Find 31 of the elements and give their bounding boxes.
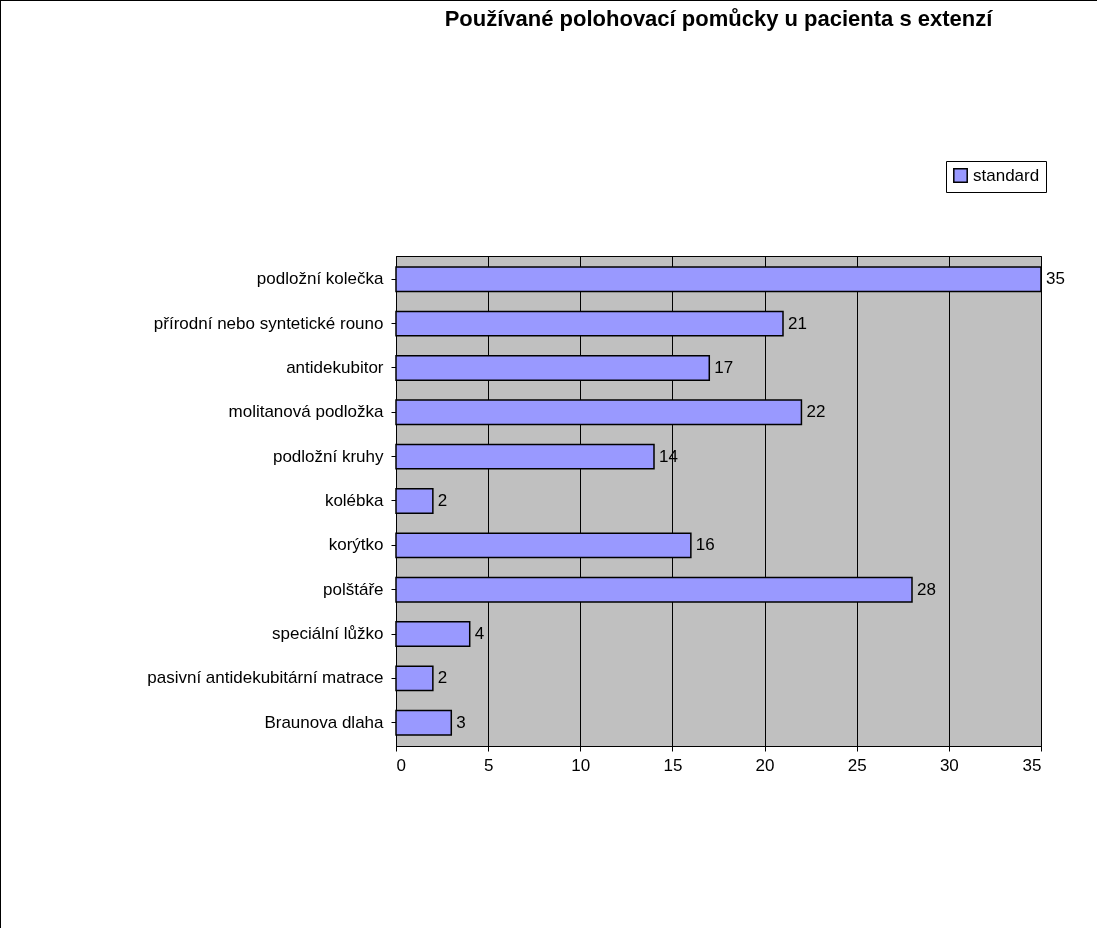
data-label: 21 [788, 313, 807, 333]
data-label: 2 [437, 491, 448, 510]
y-tick-label: Braunova dlaha [264, 712, 385, 732]
data-label: 28 [917, 579, 936, 599]
x-tick-label: 5 [483, 755, 494, 775]
data-label: 22 [806, 402, 826, 422]
y-tick-label: antidekubitor [286, 357, 384, 377]
legend-label: standard [973, 165, 1040, 185]
y-tick-label: polštáře [323, 579, 384, 599]
x-tick-label: 35 [1022, 755, 1042, 775]
x-tick-label: 25 [847, 755, 867, 775]
chart-title: Používané polohovací pomůcky u pacienta s extenzí [444, 5, 994, 31]
data-label: 17 [714, 357, 734, 377]
y-tick-label: speciální lůžko [271, 624, 384, 644]
data-label: 2 [437, 668, 448, 688]
y-tick-label: molitanová podložka [228, 402, 385, 422]
x-tick-label: 30 [939, 755, 959, 775]
x-tick-label: 15 [663, 755, 683, 775]
y-tick-label: přírodní nebo syntetické rouno [153, 313, 384, 333]
y-tick-label: korýtko [328, 535, 384, 555]
data-label: 3 [456, 712, 466, 732]
data-label: 35 [1046, 269, 1065, 289]
y-tick-label: pasivní antidekubitární matrace [147, 668, 384, 688]
y-tick-label: podložní kolečka [256, 269, 385, 289]
x-tick-label: 10 [571, 755, 591, 775]
y-tick-label: podložní kruhy [272, 446, 384, 466]
x-tick-label: 0 [396, 755, 406, 775]
data-label: 4 [474, 624, 485, 644]
x-tick-label: 20 [755, 755, 775, 775]
data-label: 16 [695, 535, 715, 555]
y-tick-label: kolébka [324, 491, 385, 510]
